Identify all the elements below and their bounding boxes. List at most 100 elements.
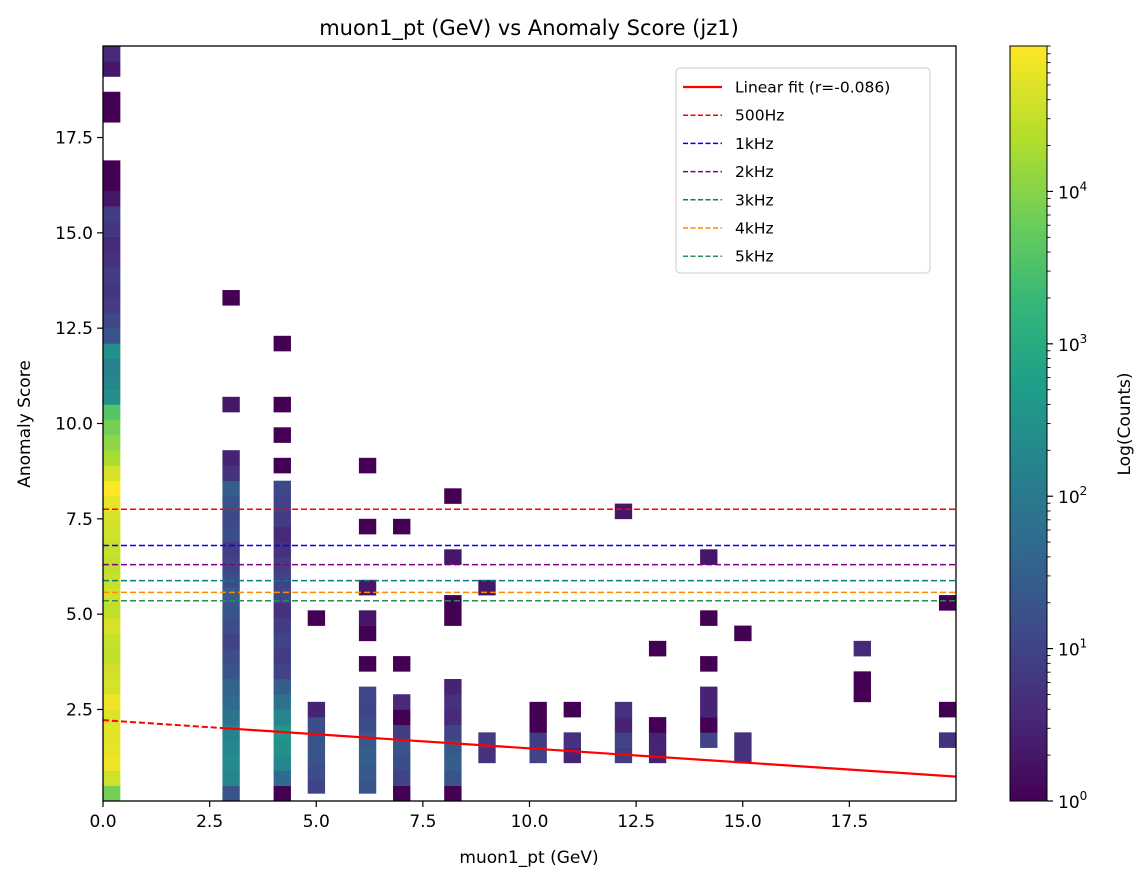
heatmap-bin [700, 549, 718, 565]
heatmap-bin [222, 602, 240, 619]
heatmap-bin [393, 770, 411, 787]
legend-label: Linear fit (r=-0.086) [735, 79, 890, 97]
heatmap-bin [853, 671, 871, 687]
heatmap-bin [273, 770, 291, 787]
x-tick-label: 0.0 [89, 812, 116, 832]
heatmap-bin [273, 709, 291, 726]
heatmap-bin [273, 633, 291, 649]
legend-label: 3kHz [735, 191, 774, 209]
heatmap-bin [307, 701, 326, 718]
heatmap-bin [358, 610, 377, 626]
heatmap-bin [273, 663, 291, 680]
legend-label: 4kHz [735, 220, 774, 238]
heatmap-bin [614, 503, 633, 520]
heatmap-bin [222, 785, 240, 802]
heatmap-bin [358, 778, 377, 794]
heatmap-bin [222, 526, 240, 542]
heatmap-bin [393, 709, 411, 726]
heatmap-bin [273, 694, 291, 710]
heatmap-bin [358, 656, 377, 672]
y-axis-label: Anomaly Score [15, 360, 35, 488]
heatmap-bin [222, 511, 240, 527]
heatmap-bin [103, 404, 121, 420]
heatmap-bin [103, 739, 121, 756]
heatmap-bin [444, 694, 462, 710]
heatmap-bin [393, 724, 411, 741]
heatmap-bin [529, 747, 547, 764]
heatmap-bin [103, 107, 121, 123]
heatmap-bin [103, 648, 121, 665]
heatmap-bin [103, 663, 121, 680]
heatmap-bin [273, 617, 291, 634]
heatmap-bin [103, 770, 121, 787]
heatmap-bin [700, 717, 718, 733]
heatmap-bin [273, 480, 291, 497]
heatmap-bin [273, 587, 291, 604]
heatmap-bin [103, 297, 121, 314]
y-tick-label: 17.5 [55, 129, 93, 149]
x-tick-label: 15.0 [724, 812, 762, 832]
heatmap-bin [358, 747, 377, 764]
heatmap-bin [444, 678, 462, 695]
heatmap-bin [103, 541, 121, 558]
heatmap-bin [273, 396, 291, 413]
heatmap-bin [273, 648, 291, 665]
heatmap-bin [938, 701, 957, 718]
legend-label: 1kHz [735, 135, 774, 153]
heatmap-bin [222, 450, 240, 466]
heatmap-bin [273, 739, 291, 756]
heatmap-bin [529, 732, 547, 748]
x-tick-label: 17.5 [830, 812, 868, 832]
heatmap-bin [222, 587, 240, 604]
heatmap-bin [222, 617, 240, 634]
heatmap-bin [700, 686, 718, 703]
colorbar-tick-label: 104 [1058, 179, 1087, 203]
y-tick-label: 5.0 [66, 605, 93, 625]
heatmap-bin [273, 572, 291, 588]
heatmap-bin [103, 251, 121, 268]
heatmap-bin [648, 747, 667, 764]
heatmap-bin [358, 717, 377, 733]
colorbar-tick-label: 103 [1058, 332, 1087, 356]
heatmap-bin [563, 701, 581, 718]
y-tick-label: 10.0 [55, 415, 93, 435]
fit-line [224, 727, 957, 778]
heatmap-bin [273, 526, 291, 542]
heatmap-bin [444, 785, 462, 802]
heatmap-bin [358, 579, 377, 596]
heatmap-bin [444, 709, 462, 726]
heatmap-bins [103, 46, 957, 802]
heatmap-bin [103, 160, 121, 176]
heatmap-bin [393, 694, 411, 710]
heatmap-bin [103, 572, 121, 588]
y-axis: 2.5 5.0 7.5 10.0 12.5 15.0 17.5 [55, 129, 103, 720]
heatmap-bin [103, 556, 121, 573]
heatmap-bin [103, 61, 121, 77]
heatmap-bin [222, 755, 240, 771]
heatmap-bin [938, 732, 957, 748]
heatmap-bin [103, 511, 121, 527]
heatmap-bin [273, 785, 291, 802]
heatmap-bin [648, 640, 667, 657]
heatmap-bin [103, 267, 121, 283]
heatmap-bin [273, 755, 291, 771]
heatmap-bin [563, 732, 581, 748]
heatmap-bin [273, 335, 291, 352]
heatmap-bin [103, 450, 121, 466]
heatmap-bin [358, 762, 377, 779]
heatmap-bin [222, 633, 240, 649]
heatmap-bin [393, 656, 411, 672]
heatmap-bin [103, 617, 121, 634]
heatmap-bin [358, 732, 377, 748]
heatmap-bin [700, 701, 718, 718]
colorbar-tick-label: 100 [1058, 789, 1087, 813]
heatmap-bin [103, 206, 121, 222]
chart-title: muon1_pt (GeV) vs Anomaly Score (jz1) [319, 16, 739, 41]
heatmap-bin [273, 427, 291, 443]
y-tick-label: 12.5 [55, 319, 93, 339]
heatmap-bin [222, 465, 240, 481]
overlay-lines [102, 508, 957, 778]
heatmap-bin [853, 686, 871, 703]
heatmap-bin [614, 717, 633, 733]
